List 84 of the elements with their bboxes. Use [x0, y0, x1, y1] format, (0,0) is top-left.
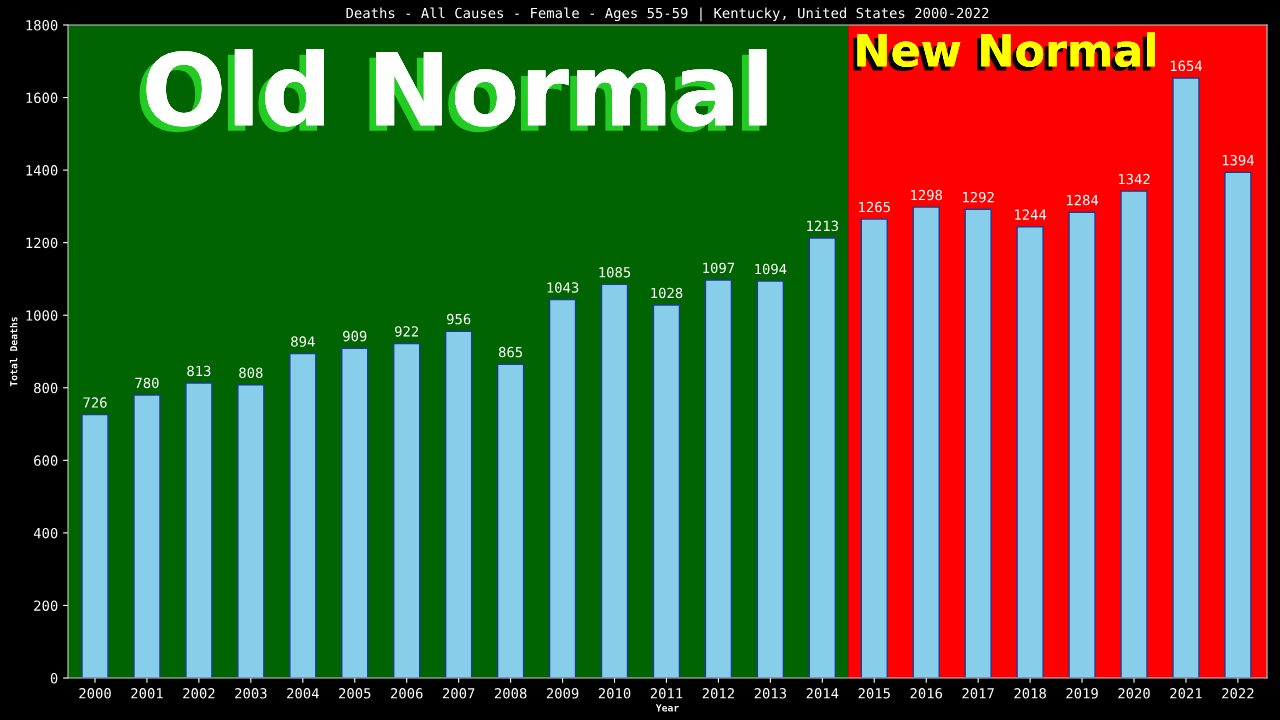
y-tick-label: 600 — [34, 455, 58, 466]
data-label: 1213 — [807, 220, 838, 232]
data-label: 1043 — [547, 282, 579, 293]
band-label: New Normal — [853, 32, 1155, 72]
bar — [808, 237, 836, 678]
bar — [652, 304, 681, 678]
bar — [912, 206, 940, 678]
x-tick-label: 2008 — [494, 688, 527, 699]
data-label: 726 — [83, 397, 107, 408]
data-label: 1265 — [859, 201, 890, 213]
x-tick-label: 2011 — [650, 688, 683, 699]
bar — [964, 208, 992, 678]
bar — [237, 384, 265, 678]
data-label: 780 — [135, 377, 159, 389]
y-tick-label: 200 — [34, 600, 58, 611]
x-tick-label: 2017 — [962, 688, 994, 699]
x-tick-label: 2006 — [391, 688, 423, 699]
y-tick-label: 0 — [50, 673, 58, 684]
bar — [1068, 211, 1096, 678]
data-label: 894 — [291, 336, 315, 347]
data-label: 1094 — [755, 263, 787, 275]
y-tick-label: 1000 — [26, 310, 58, 321]
data-label: 1394 — [1222, 154, 1254, 166]
data-label: 1085 — [599, 267, 631, 278]
bar — [393, 342, 421, 678]
data-label: 1097 — [703, 262, 735, 274]
bar — [444, 330, 473, 678]
x-tick-label: 2010 — [598, 688, 631, 699]
data-label: 808 — [239, 367, 263, 379]
x-tick-label: 2022 — [1222, 688, 1254, 699]
bar — [185, 382, 213, 678]
x-tick-label: 2018 — [1014, 688, 1046, 699]
x-tick-label: 2005 — [339, 688, 371, 699]
data-label: 1342 — [1118, 173, 1150, 185]
bar — [133, 394, 161, 678]
band-label: Old Normal — [139, 49, 767, 133]
x-tick-label: 2021 — [1170, 688, 1202, 699]
bar — [860, 218, 888, 678]
x-tick-label: 2015 — [858, 688, 890, 699]
x-tick-label: 2014 — [806, 688, 839, 699]
x-tick-label: 2007 — [442, 688, 475, 699]
y-tick-label: 1200 — [26, 237, 58, 249]
y-tick-label: 1600 — [26, 92, 58, 104]
data-label: 909 — [343, 330, 367, 342]
bar — [496, 363, 525, 678]
x-tick-label: 2004 — [287, 688, 319, 699]
y-tick-label: 1400 — [26, 165, 58, 176]
data-label: 1654 — [1170, 60, 1203, 72]
y-axis-title: Total Deaths — [9, 317, 18, 387]
chart-title: Deaths - All Causes - Female - Ages 55-59 | Kentucky, United States 2000-2022 — [346, 7, 989, 22]
x-tick-label: 2002 — [183, 688, 215, 699]
x-axis-title: Year — [655, 704, 679, 712]
x-tick-label: 2012 — [702, 688, 734, 699]
bar — [1224, 171, 1252, 678]
data-label: 1284 — [1067, 194, 1099, 206]
x-tick-label: 2003 — [235, 688, 267, 699]
data-label: 865 — [498, 346, 523, 358]
x-tick-label: 2009 — [546, 688, 579, 699]
y-tick-label: 400 — [33, 527, 58, 539]
x-tick-label: 2019 — [1066, 688, 1098, 699]
bar — [756, 280, 785, 678]
bar — [548, 298, 577, 678]
x-tick-label: 2001 — [131, 688, 163, 699]
x-tick-label: 2016 — [910, 688, 943, 699]
x-tick-label: 2020 — [1118, 688, 1150, 699]
y-tick-label: 800 — [34, 382, 58, 394]
bar — [600, 283, 629, 678]
bar — [1172, 77, 1200, 678]
bar — [1120, 190, 1148, 678]
bar — [704, 279, 733, 678]
data-label: 922 — [395, 326, 419, 337]
data-label: 956 — [446, 313, 471, 325]
bar — [81, 413, 109, 678]
data-label: 813 — [187, 365, 211, 377]
bar — [289, 352, 317, 678]
x-tick-label: 2013 — [754, 688, 787, 699]
data-label: 1292 — [963, 191, 994, 203]
bar — [341, 347, 369, 678]
x-tick-label: 2000 — [79, 688, 111, 699]
data-label: 1244 — [1015, 209, 1047, 220]
data-label: 1298 — [911, 189, 943, 201]
y-tick-label: 1800 — [26, 20, 58, 31]
bar — [1016, 226, 1044, 678]
data-label: 1028 — [651, 287, 683, 299]
